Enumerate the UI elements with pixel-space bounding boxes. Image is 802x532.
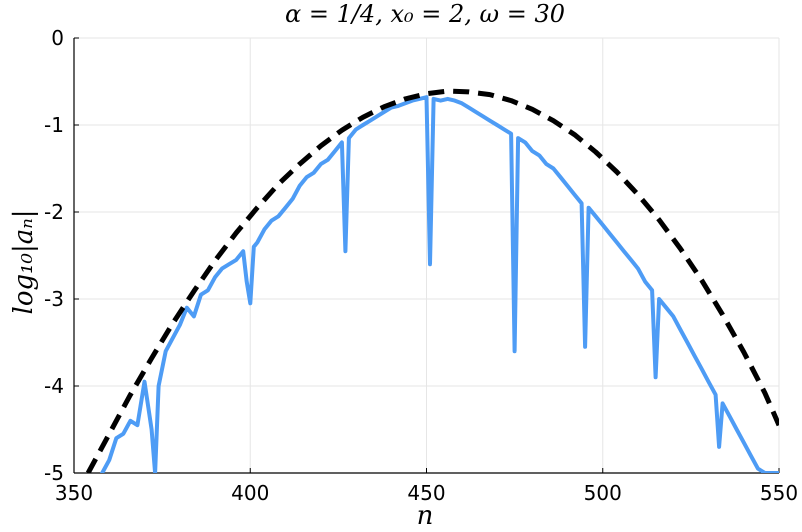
y-tick-label: -4	[44, 374, 64, 398]
x-tick-label: 550	[760, 481, 798, 505]
x-axis-label: n	[417, 501, 434, 531]
x-tick-label: 500	[584, 481, 622, 505]
chart-title: α = 1/4, x₀ = 2, ω = 30	[285, 0, 565, 28]
y-tick-label: -5	[44, 461, 64, 485]
envelope-dashed-line	[85, 88, 779, 473]
y-axis-label: log₁₀|aₙ|	[9, 209, 39, 314]
series	[85, 88, 779, 473]
x-tick-label: 450	[407, 481, 445, 505]
x-tick-label: 350	[55, 481, 93, 505]
tick-labels: 350 400 450 500 550 0 -1 -2 -3 -4 -5	[44, 26, 798, 505]
y-tick-label: -1	[44, 113, 64, 137]
y-tick-label: 0	[51, 26, 64, 50]
axes	[73, 37, 780, 474]
coefficient-series-line	[100, 95, 779, 473]
y-tick-label: -3	[44, 287, 64, 311]
x-tick-label: 400	[231, 481, 269, 505]
y-tick-label: -2	[44, 200, 64, 224]
